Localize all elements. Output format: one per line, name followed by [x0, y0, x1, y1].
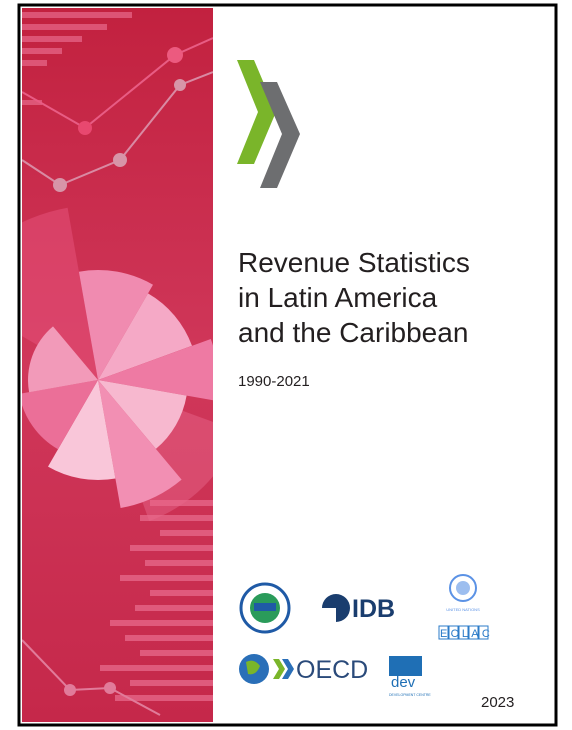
dev-logo: dev DEVELOPMENT CENTRE — [389, 656, 431, 697]
un-logo: UNITED NATIONS ECLAC — [438, 574, 493, 640]
ciat-logo — [239, 582, 291, 634]
oecd-text: OECD — [296, 656, 368, 684]
title-line: and the Caribbean — [238, 317, 468, 348]
publication-year: 2023 — [481, 694, 514, 711]
line-art — [22, 37, 213, 716]
years: 1990-2021 — [238, 373, 310, 390]
title-line: in Latin America — [238, 282, 438, 313]
top-bars — [22, 12, 132, 105]
idb-text: IDB — [352, 595, 395, 623]
bottom-bars — [100, 500, 213, 701]
dev-subtext: DEVELOPMENT CENTRE — [389, 693, 431, 697]
art-panel — [22, 8, 213, 722]
oecd-chevrons — [237, 60, 300, 188]
dev-text: dev — [391, 674, 416, 691]
un-text: UNITED NATIONS — [446, 607, 480, 612]
oecd-logo: OECD — [239, 654, 368, 684]
title-line: Revenue Statistics — [238, 247, 470, 278]
eclac-text: ECLAC — [440, 628, 493, 640]
idb-logo: IDB — [322, 594, 395, 623]
wedges — [22, 207, 213, 521]
